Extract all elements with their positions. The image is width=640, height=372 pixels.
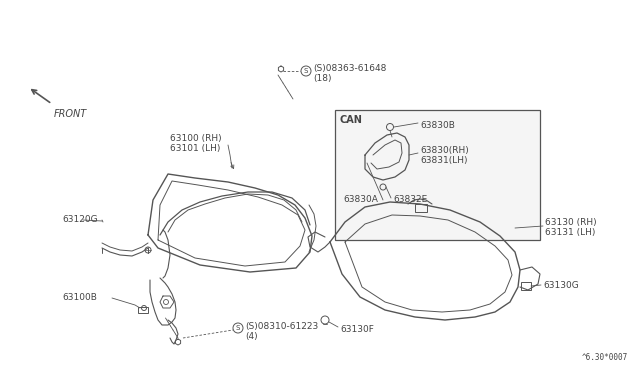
Text: FRONT: FRONT — [54, 109, 87, 119]
Text: 63100B: 63100B — [62, 294, 97, 302]
Text: 63130G: 63130G — [543, 282, 579, 291]
Text: 63830(RH): 63830(RH) — [420, 145, 468, 154]
Text: 63131 (LH): 63131 (LH) — [545, 228, 595, 237]
Text: 63832E: 63832E — [393, 196, 428, 205]
Text: 63130 (RH): 63130 (RH) — [545, 218, 596, 227]
Text: 63830A: 63830A — [343, 196, 378, 205]
Text: 63100 (RH): 63100 (RH) — [170, 134, 221, 142]
Text: (S)08363-61648: (S)08363-61648 — [313, 64, 387, 74]
Text: 63130F: 63130F — [340, 324, 374, 334]
Text: 63831(LH): 63831(LH) — [420, 155, 467, 164]
Bar — [335, 110, 540, 240]
Text: ^6.30*0007: ^6.30*0007 — [582, 353, 628, 362]
Text: 63120G: 63120G — [62, 215, 98, 224]
Text: S: S — [304, 68, 308, 74]
Text: 63830B: 63830B — [420, 121, 455, 129]
Text: (4): (4) — [245, 331, 258, 340]
Text: 63101 (LH): 63101 (LH) — [170, 144, 220, 153]
Text: CAN: CAN — [340, 115, 363, 125]
Text: S: S — [236, 325, 240, 331]
Text: (18): (18) — [313, 74, 332, 83]
Text: (S)08310-61223: (S)08310-61223 — [245, 321, 318, 330]
